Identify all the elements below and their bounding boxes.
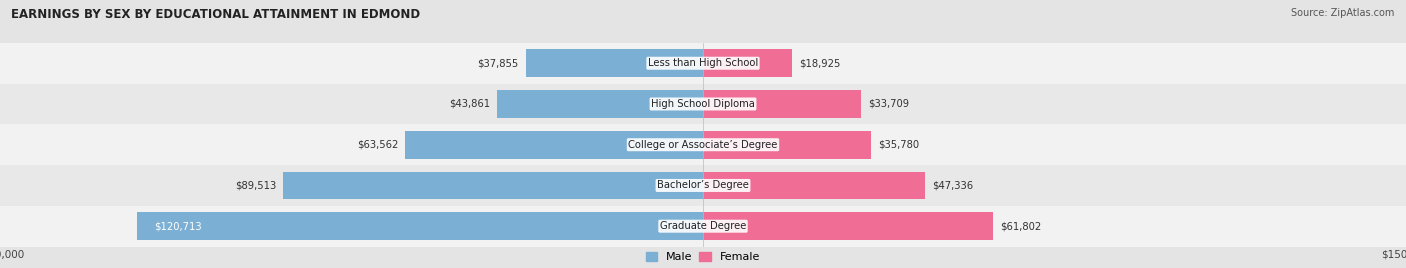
Bar [703,212,993,240]
Text: $35,780: $35,780 [877,140,920,150]
Bar [284,172,703,199]
Text: High School Diploma: High School Diploma [651,99,755,109]
Text: EARNINGS BY SEX BY EDUCATIONAL ATTAINMENT IN EDMOND: EARNINGS BY SEX BY EDUCATIONAL ATTAINMEN… [11,8,420,21]
Bar [0,84,1406,124]
Bar [703,172,925,199]
Bar [526,49,703,77]
Bar [0,165,1406,206]
Text: College or Associate’s Degree: College or Associate’s Degree [628,140,778,150]
Bar [0,43,1406,84]
Bar [703,131,870,159]
Bar [138,212,703,240]
Text: $18,925: $18,925 [799,58,841,68]
Text: $63,562: $63,562 [357,140,398,150]
Text: $89,513: $89,513 [235,180,277,191]
Text: Bachelor’s Degree: Bachelor’s Degree [657,180,749,191]
Legend: Male, Female: Male, Female [647,252,759,262]
Text: Graduate Degree: Graduate Degree [659,221,747,231]
Bar [703,90,860,118]
Bar [498,90,703,118]
Text: $47,336: $47,336 [932,180,973,191]
Text: Less than High School: Less than High School [648,58,758,68]
Text: $33,709: $33,709 [868,99,910,109]
Text: Source: ZipAtlas.com: Source: ZipAtlas.com [1291,8,1395,18]
Text: $61,802: $61,802 [1000,221,1040,231]
Bar [703,49,792,77]
Bar [0,206,1406,247]
Text: $43,861: $43,861 [450,99,491,109]
Text: $37,855: $37,855 [477,58,519,68]
Text: $120,713: $120,713 [153,221,201,231]
Bar [405,131,703,159]
Bar [0,124,1406,165]
